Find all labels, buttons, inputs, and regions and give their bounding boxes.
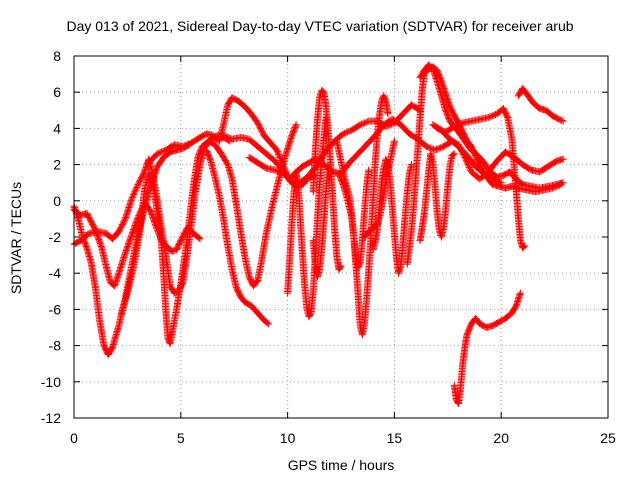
data-point (196, 235, 204, 243)
data-point (133, 182, 141, 190)
data-point (343, 128, 351, 136)
x-tick-label: 0 (70, 430, 78, 446)
data-point (362, 118, 370, 126)
y-tick-label: -10 (41, 374, 61, 390)
y-tick-label: 8 (53, 48, 61, 64)
chart-title: Day 013 of 2021, Sidereal Day-to-day VTE… (66, 18, 574, 34)
data-point (276, 154, 284, 162)
data-point (273, 146, 281, 154)
data-point (222, 133, 230, 141)
data-point (356, 121, 364, 129)
x-tick-label: 25 (600, 430, 616, 446)
data-point (153, 150, 161, 158)
data-point (274, 149, 282, 157)
data-point (132, 186, 140, 194)
y-tick-label: 2 (53, 157, 61, 173)
data-point (263, 319, 271, 327)
data-point (159, 147, 167, 155)
data-point (195, 234, 203, 242)
data-point (179, 143, 187, 150)
data-point (225, 134, 233, 142)
data-point (128, 195, 136, 203)
data-point (264, 320, 272, 328)
data-point (129, 192, 137, 200)
data-point (359, 120, 367, 128)
data-point (220, 132, 228, 140)
x-tick-label: 10 (280, 430, 296, 446)
data-point (276, 155, 284, 163)
data-point (180, 142, 188, 150)
data-point (341, 129, 349, 137)
data-point (158, 148, 166, 156)
data-point (292, 121, 300, 129)
data-point (271, 166, 279, 174)
data-point (224, 133, 232, 141)
series-track-22 (514, 85, 567, 125)
y-tick-label: -8 (49, 338, 62, 354)
data-point (130, 189, 138, 197)
x-tick-label: 20 (493, 430, 509, 446)
data-series (70, 61, 567, 408)
data-point (185, 140, 193, 148)
y-tick-label: 4 (53, 120, 61, 136)
data-point (345, 127, 353, 135)
data-point (275, 152, 283, 160)
data-point (156, 149, 164, 157)
series-track-06 (202, 146, 272, 328)
data-point (132, 185, 140, 193)
series-track-21 (450, 289, 524, 408)
data-point (360, 119, 368, 127)
data-point (206, 156, 214, 164)
data-point (183, 141, 191, 149)
data-point (131, 188, 139, 196)
data-point (275, 151, 283, 159)
data-point (274, 167, 282, 175)
data-point (358, 120, 366, 128)
data-point (278, 158, 286, 166)
series-track-09 (284, 114, 330, 321)
data-point (275, 168, 283, 176)
x-tick-label: 15 (387, 430, 403, 446)
data-point (292, 122, 300, 130)
data-point (128, 194, 136, 202)
y-tick-label: -12 (41, 410, 61, 426)
data-point (130, 191, 138, 199)
data-point (339, 130, 347, 138)
data-point (182, 141, 190, 149)
y-tick-label: 6 (53, 84, 61, 100)
data-point (168, 247, 176, 255)
data-point (363, 118, 371, 126)
data-point (274, 148, 282, 156)
y-tick-label: -6 (49, 301, 62, 317)
data-point (221, 132, 229, 140)
data-point (155, 149, 163, 157)
data-point (148, 179, 156, 187)
grid-lines (74, 56, 608, 418)
data-point (272, 167, 280, 175)
x-tick-label: 5 (177, 430, 185, 446)
data-point (342, 129, 350, 137)
data-point (277, 156, 285, 164)
y-tick-label: -2 (49, 229, 62, 245)
y-tick-label: -4 (49, 265, 62, 281)
y-tick-label: 0 (53, 193, 61, 209)
data-point (133, 183, 141, 191)
data-point (276, 168, 284, 176)
data-point (390, 137, 398, 145)
x-axis-label: GPS time / hours (287, 457, 395, 473)
